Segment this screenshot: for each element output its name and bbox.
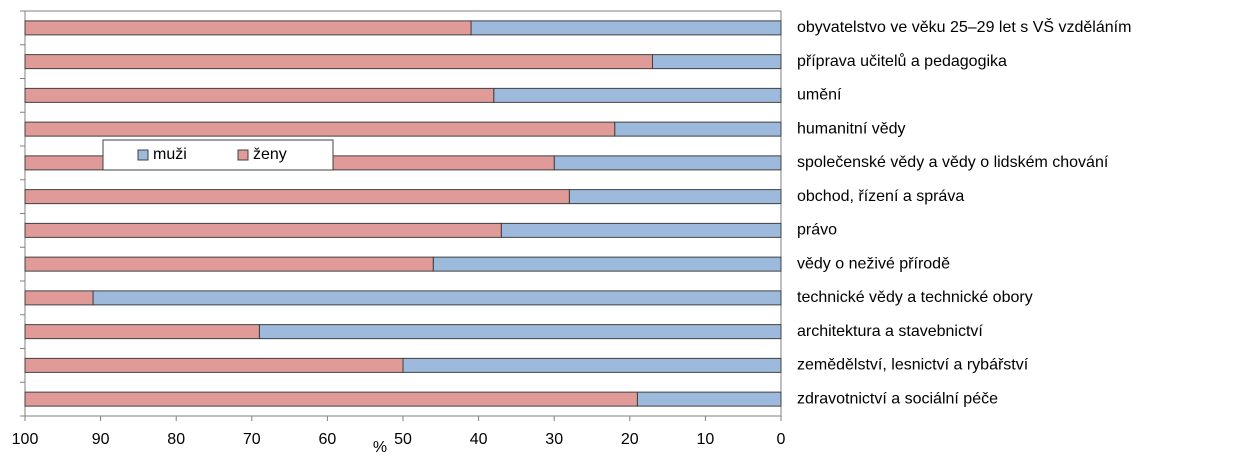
category-label: příprava učitelů a pedagogika bbox=[797, 52, 1007, 70]
x-tick-label: 60 bbox=[319, 431, 337, 448]
category-label: vědy o neživé přírodě bbox=[797, 255, 950, 272]
bar bbox=[24, 222, 502, 238]
bar bbox=[24, 256, 434, 272]
category-label: obchod, řízení a správa bbox=[797, 188, 964, 205]
bar bbox=[402, 357, 782, 373]
legend-label: muži bbox=[153, 146, 187, 163]
bar bbox=[568, 189, 782, 205]
category-label: zdravotnictví a sociální péče bbox=[797, 390, 998, 407]
bar bbox=[636, 391, 782, 407]
category-label: architektura a stavebnictví bbox=[797, 323, 983, 340]
category-label: společenské vědy a vědy o lidském chován… bbox=[797, 154, 1109, 171]
category-label: technické vědy a technické obory bbox=[797, 289, 1033, 306]
bar bbox=[24, 290, 94, 306]
x-tick-label: 40 bbox=[470, 431, 488, 448]
bar bbox=[651, 54, 782, 70]
bar bbox=[258, 324, 782, 340]
bar bbox=[24, 189, 570, 205]
bar bbox=[24, 20, 472, 36]
bar bbox=[24, 357, 404, 373]
x-tick-label: 70 bbox=[243, 431, 261, 448]
legend-swatch bbox=[237, 149, 249, 161]
category-label: humanitní vědy bbox=[797, 120, 906, 137]
x-axis-label: % bbox=[373, 439, 387, 456]
legend-swatch bbox=[137, 149, 149, 161]
bar bbox=[92, 290, 782, 306]
bar bbox=[614, 121, 782, 137]
category-label: právo bbox=[797, 222, 837, 239]
bar bbox=[24, 54, 653, 70]
x-tick-label: 10 bbox=[697, 431, 715, 448]
x-tick-label: 20 bbox=[621, 431, 639, 448]
x-tick-label: 80 bbox=[167, 431, 185, 448]
bar bbox=[24, 87, 495, 103]
legend-label: ženy bbox=[253, 146, 287, 163]
bar bbox=[500, 222, 782, 238]
category-label: umění bbox=[797, 87, 842, 104]
x-tick-label: 0 bbox=[777, 431, 786, 448]
bar bbox=[24, 391, 638, 407]
bar bbox=[493, 87, 782, 103]
x-tick-label: 100 bbox=[12, 431, 39, 448]
bar bbox=[553, 155, 782, 171]
bar bbox=[24, 324, 260, 340]
bar bbox=[432, 256, 782, 272]
bar bbox=[24, 121, 616, 137]
category-label: obyvatelstvo ve věku 25–29 let s VŠ vzdě… bbox=[797, 17, 1131, 36]
bar bbox=[470, 20, 782, 36]
x-tick-label: 50 bbox=[394, 431, 412, 448]
x-tick-label: 90 bbox=[92, 431, 110, 448]
category-label: zemědělství, lesnictví a rybářství bbox=[797, 357, 1029, 374]
x-tick-label: 30 bbox=[545, 431, 563, 448]
